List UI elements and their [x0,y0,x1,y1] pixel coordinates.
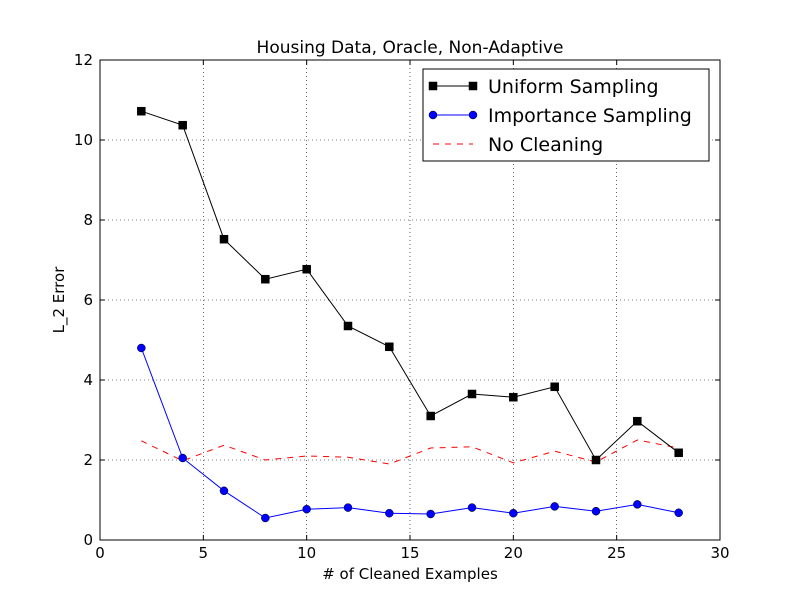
series-importance-sampling [137,343,683,523]
data-point [509,508,518,518]
y-tick-label: 4 [83,371,93,389]
y-tick-label: 0 [83,531,93,549]
data-point [261,274,270,284]
data-point [261,513,270,523]
y-tick-label: 2 [83,451,93,469]
legend-label: Importance Sampling [488,105,692,127]
legend-entry: No Cleaning [433,134,603,156]
data-point [674,448,683,458]
data-point [509,392,518,402]
data-point [137,106,146,116]
data-point [385,508,394,518]
data-point [302,264,311,274]
data-point [591,455,601,465]
y-tick-label: 10 [74,131,93,149]
data-point [219,234,229,244]
legend: Uniform Sampling Importance Sampling No Cl… [422,68,710,162]
data-point [178,453,187,463]
data-point [137,343,146,353]
data-point [426,411,435,421]
data-point [302,504,311,514]
y-tick-label: 8 [83,211,93,229]
series-line [141,110,679,461]
data-point [633,416,642,426]
legend-entry: Importance Sampling [428,105,692,127]
y-axis-label: L_2 Error [50,266,69,334]
series-line [141,439,679,465]
x-tick-label: 25 [607,544,626,562]
series-line [140,347,679,519]
data-point [591,506,601,516]
legend-entry: Uniform Sampling [428,76,659,98]
x-tick-label: 10 [297,544,316,562]
x-axis-label: # of Cleaned Examples [322,565,498,583]
legend-marker [428,110,438,120]
data-point [343,321,353,331]
legend-marker [468,110,478,120]
data-point [633,500,642,509]
data-point [674,508,683,518]
x-tick-label: 0 [95,544,105,562]
x-tick-label: 15 [400,544,419,562]
data-point [550,502,559,511]
x-tick-label: 20 [504,544,523,562]
data-point [467,389,477,399]
legend-label: Uniform Sampling [488,76,659,98]
data-point [385,342,394,352]
y-tick-label: 6 [83,291,93,309]
data-point [467,503,477,512]
chart-title: Housing Data, Oracle, Non-Adaptive [257,38,564,58]
series-uniform-sampling [137,106,683,465]
data-point [219,486,229,496]
legend-label: No Cleaning [488,134,603,156]
y-tick-label: 12 [74,51,93,69]
x-tick-label: 30 [710,544,729,562]
x-tick-label: 5 [199,544,209,562]
data-point [426,509,435,519]
legend-marker [468,81,478,91]
data-point [178,120,187,130]
data-point [550,382,559,392]
axis-ticks: 0 5 10 15 20 25 30 0 2 4 6 8 10 12 [74,51,730,562]
series-no-cleaning [141,439,679,465]
data-point [343,503,353,512]
legend-marker [428,81,438,91]
series-layer [137,106,683,523]
